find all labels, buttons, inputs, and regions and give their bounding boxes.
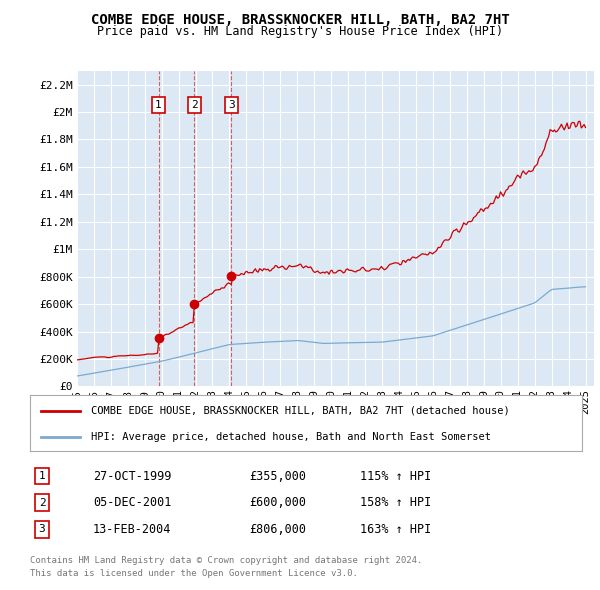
Text: This data is licensed under the Open Government Licence v3.0.: This data is licensed under the Open Gov…	[30, 569, 358, 578]
Text: HPI: Average price, detached house, Bath and North East Somerset: HPI: Average price, detached house, Bath…	[91, 432, 491, 442]
Text: 158% ↑ HPI: 158% ↑ HPI	[360, 496, 431, 509]
Text: 05-DEC-2001: 05-DEC-2001	[93, 496, 172, 509]
Text: COMBE EDGE HOUSE, BRASSKNOCKER HILL, BATH, BA2 7HT: COMBE EDGE HOUSE, BRASSKNOCKER HILL, BAT…	[91, 13, 509, 27]
Text: 13-FEB-2004: 13-FEB-2004	[93, 523, 172, 536]
Text: 115% ↑ HPI: 115% ↑ HPI	[360, 470, 431, 483]
Text: 3: 3	[38, 525, 46, 534]
Text: £355,000: £355,000	[249, 470, 306, 483]
Text: 2: 2	[191, 100, 197, 110]
Text: 163% ↑ HPI: 163% ↑ HPI	[360, 523, 431, 536]
Text: COMBE EDGE HOUSE, BRASSKNOCKER HILL, BATH, BA2 7HT (detached house): COMBE EDGE HOUSE, BRASSKNOCKER HILL, BAT…	[91, 406, 509, 416]
Text: Contains HM Land Registry data © Crown copyright and database right 2024.: Contains HM Land Registry data © Crown c…	[30, 556, 422, 565]
Text: 1: 1	[155, 100, 162, 110]
Text: 3: 3	[228, 100, 235, 110]
Text: £806,000: £806,000	[249, 523, 306, 536]
Text: 1: 1	[38, 471, 46, 481]
Text: Price paid vs. HM Land Registry's House Price Index (HPI): Price paid vs. HM Land Registry's House …	[97, 25, 503, 38]
Text: £600,000: £600,000	[249, 496, 306, 509]
Text: 2: 2	[38, 498, 46, 507]
Text: 27-OCT-1999: 27-OCT-1999	[93, 470, 172, 483]
